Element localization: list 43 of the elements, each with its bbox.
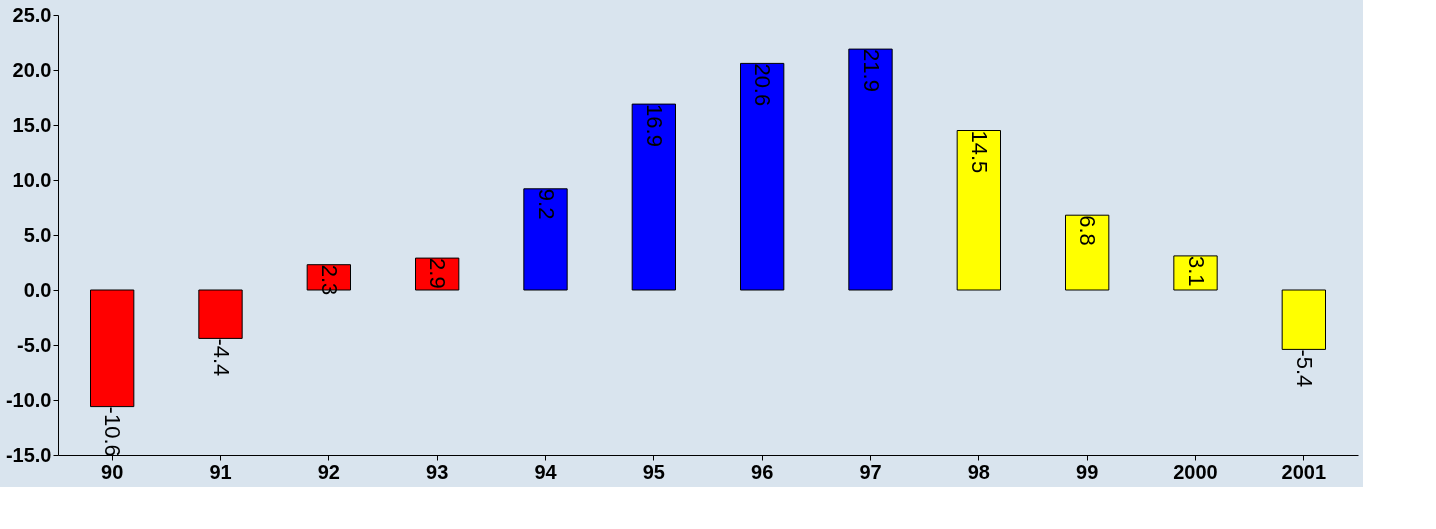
x-tick-label: 98: [967, 460, 990, 483]
x-tick-label: 91: [209, 460, 232, 483]
data-label: 21.9: [858, 49, 884, 92]
y-tick-label: 25.0: [12, 3, 52, 26]
data-label: 14.5: [966, 130, 992, 174]
bar: [740, 62, 785, 291]
bar: [848, 48, 893, 291]
x-tick-label: 2001: [1281, 460, 1327, 483]
x-tick-label: 96: [751, 460, 774, 483]
data-label: 9.2: [533, 188, 559, 220]
x-tick-label: 97: [859, 460, 882, 483]
data-label: -5.4: [1291, 349, 1317, 388]
y-tick-label: 5.0: [23, 223, 52, 246]
data-label: 16.9: [641, 104, 667, 147]
data-label: 6.8: [1075, 215, 1101, 246]
x-tick-label: 93: [426, 460, 449, 483]
bar: [1173, 255, 1218, 291]
y-tick-label: -10.0: [5, 388, 52, 411]
bar: [523, 188, 568, 291]
y-tick-label: -15.0: [5, 443, 52, 466]
y-tick-label: 10.0: [12, 168, 52, 191]
x-tick-label: 92: [317, 460, 340, 483]
x-tick-label: 2000: [1173, 460, 1218, 483]
y-tick-label: -5.0: [17, 333, 52, 356]
x-tick-label: 95: [642, 460, 665, 483]
data-label: 20.6: [750, 63, 776, 107]
x-tick-label: 90: [101, 460, 124, 483]
bar: [1281, 289, 1326, 350]
y-tick-label: 20.0: [12, 58, 52, 81]
bar: [631, 103, 676, 291]
data-label: 2.3: [316, 264, 342, 296]
bar: [90, 289, 135, 408]
y-tick-label: 0.0: [23, 278, 52, 301]
data-label: 2.9: [425, 258, 451, 289]
data-label: -4.4: [208, 338, 234, 377]
x-tick-label: 94: [534, 460, 558, 483]
data-label: -10.6: [100, 406, 126, 457]
bar: [956, 130, 1001, 291]
x-tick-label: 99: [1076, 460, 1099, 483]
bar: [198, 289, 243, 339]
data-label: 3.1: [1183, 255, 1209, 287]
y-tick-label: 15.0: [12, 113, 52, 136]
bar: [1065, 214, 1110, 291]
